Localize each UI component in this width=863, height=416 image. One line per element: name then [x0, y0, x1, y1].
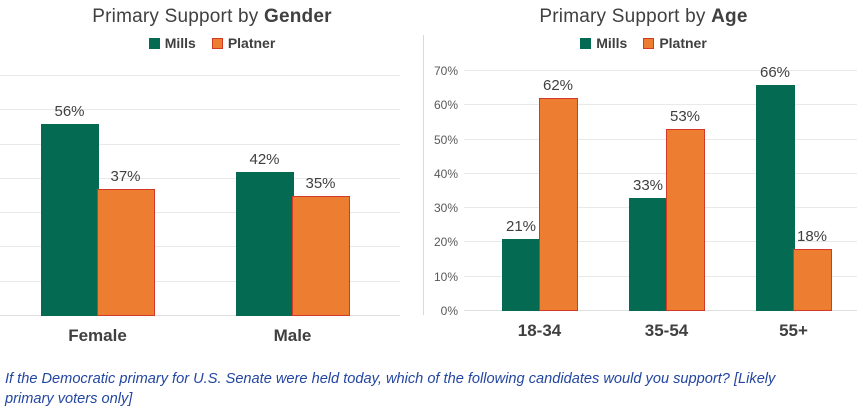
gridline-30: [0, 212, 400, 214]
bars: 33% 53%: [628, 71, 705, 311]
survey-question-caption: If the Democratic primary for U.S. Senat…: [5, 371, 776, 408]
bar-with-label: 66%: [755, 63, 795, 311]
bars: 42% 35%: [235, 76, 350, 316]
bar-with-label: 37%: [96, 168, 155, 316]
gridline-40: [0, 177, 400, 179]
bar-groups: 21% 62% 18-34 33% 53% 35-54 66% 18% 55+: [476, 64, 857, 340]
platner-bar: [792, 249, 832, 311]
mills-legend-label: Mills: [164, 35, 196, 51]
mills-bar: [235, 172, 294, 316]
platner-bar: [665, 129, 705, 311]
legend-item-platner: Platner: [211, 35, 276, 51]
data-label: 62%: [542, 77, 574, 95]
category-label: Female: [68, 326, 127, 345]
age-y-axis-labels: 0% 10% 20% 30% 40% 50% 60% 70%: [428, 65, 464, 317]
bar-group-18-34: 21% 62% 18-34: [501, 71, 578, 340]
data-label: 21%: [505, 218, 537, 235]
bars: 66% 18%: [755, 64, 832, 311]
legend-item-mills: Mills: [148, 35, 196, 51]
gridline-60: [464, 104, 857, 106]
age-legend: Mills Platner: [428, 35, 859, 51]
bar-with-label: 42%: [235, 151, 294, 316]
mills-legend-label: Mills: [596, 35, 628, 51]
bars: 21% 62%: [501, 71, 578, 311]
data-label: 53%: [669, 108, 701, 126]
data-label: 18%: [796, 228, 828, 246]
gridline-60: [0, 109, 400, 111]
y-tick-label: 30%: [433, 201, 458, 216]
gender-plot-row: 56% 37% Female 42% 35% Male: [0, 75, 424, 345]
category-label: Male: [273, 326, 312, 345]
bar-with-label: 56%: [40, 103, 99, 316]
gridline-50: [0, 143, 400, 145]
mills-bar: [501, 239, 541, 311]
data-label: 42%: [249, 151, 280, 168]
mills-bar: [628, 197, 668, 311]
title-emphasis: Age: [711, 6, 748, 27]
bar-with-label: 21%: [501, 218, 541, 311]
gender-chart-title: Primary Support by Gender: [0, 6, 424, 28]
bar-groups: 56% 37% Female 42% 35% Male: [0, 76, 390, 345]
y-tick-label: 60%: [433, 98, 458, 113]
gridline-0: [0, 315, 400, 316]
gridline-70: [0, 75, 400, 76]
title-prefix: Primary Support by: [92, 6, 259, 27]
bar-group-35-54: 33% 53% 35-54: [628, 71, 705, 340]
y-tick-label: 10%: [433, 269, 458, 284]
y-tick-label: 0%: [440, 304, 458, 318]
bar-with-label: 35%: [291, 175, 350, 316]
title-prefix: Primary Support by: [539, 6, 706, 27]
data-label: 66%: [759, 63, 791, 81]
data-label: 33%: [632, 176, 664, 194]
y-tick-label: 20%: [433, 235, 458, 250]
category-label: 35-54: [644, 321, 689, 340]
bar-with-label: 62%: [538, 77, 578, 311]
bar-with-label: 53%: [665, 108, 705, 311]
y-tick-label: 70%: [433, 64, 458, 78]
legend-item-mills: Mills: [580, 35, 627, 51]
bar-with-label: 33%: [628, 176, 668, 311]
platner-legend-label: Platner: [227, 35, 276, 51]
gridline-20: [0, 246, 400, 248]
platner-bar: [538, 98, 578, 311]
platner-swatch-icon: [643, 37, 655, 49]
mills-bar: [40, 124, 99, 316]
gender-chart: Primary Support by Gender Mills Platner …: [0, 0, 424, 345]
legend-item-platner: Platner: [643, 35, 707, 51]
age-plot-area: 21% 62% 18-34 33% 53% 35-54 66% 18% 55+: [464, 64, 857, 340]
bar-group-Male: 42% 35% Male: [235, 76, 350, 345]
platner-bar: [96, 189, 155, 316]
data-label: 56%: [54, 103, 85, 120]
age-chart-title: Primary Support by Age: [428, 6, 859, 28]
gender-legend: Mills Platner: [0, 35, 424, 51]
platner-bar: [291, 196, 350, 316]
category-label: 55+: [779, 321, 808, 340]
platner-legend-label: Platner: [659, 35, 707, 51]
age-plot-row: 0% 10% 20% 30% 40% 50% 60% 70% 21% 62% 18-34 33% 53…: [428, 64, 859, 340]
y-tick-label: 50%: [433, 132, 458, 147]
gridline-40: [464, 172, 857, 174]
mills-swatch-icon: [148, 37, 160, 49]
category-label: 18-34: [517, 321, 562, 340]
chart-divider: [423, 35, 424, 315]
gender-plot-area: 56% 37% Female 42% 35% Male: [0, 75, 400, 345]
age-chart: Primary Support by Age Mills Platner 0% 1…: [428, 0, 859, 340]
gridline-70: [464, 70, 857, 71]
bar-group-Female: 56% 37% Female: [40, 76, 155, 345]
mills-swatch-icon: [580, 37, 592, 49]
title-emphasis: Gender: [263, 6, 332, 27]
platner-swatch-icon: [211, 37, 223, 49]
data-label: 37%: [110, 168, 141, 186]
bar-group-55+: 66% 18% 55+: [755, 64, 832, 340]
gridline-50: [464, 138, 857, 140]
bars: 56% 37%: [40, 76, 155, 316]
bar-with-label: 18%: [792, 228, 832, 311]
y-tick-label: 40%: [433, 166, 458, 181]
data-label: 35%: [305, 175, 336, 192]
mills-bar: [755, 84, 795, 311]
gridline-10: [0, 280, 400, 282]
